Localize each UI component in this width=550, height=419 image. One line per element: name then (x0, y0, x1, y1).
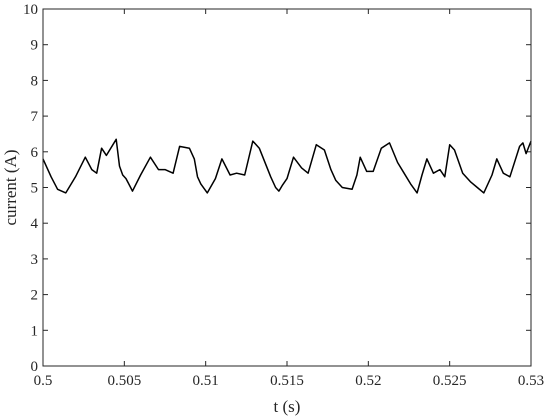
plot-background (43, 9, 531, 366)
y-axis-title: current (A) (1, 150, 20, 226)
y-tick-label: 4 (31, 216, 39, 232)
y-tick-label: 5 (31, 181, 39, 197)
y-tick-label: 6 (31, 145, 39, 161)
x-tick-label: 0.505 (107, 373, 141, 389)
y-tick-label: 2 (31, 288, 39, 304)
x-tick-label: 0.5 (34, 373, 53, 389)
x-tick-label: 0.515 (270, 373, 304, 389)
current-series-line (42, 138, 532, 194)
y-tick-label: 1 (31, 323, 39, 339)
y-tick-label: 9 (31, 38, 39, 54)
x-tick-label: 0.525 (433, 373, 467, 389)
y-axis-ticks: 0 1 2 3 4 5 6 7 8 9 10 (23, 2, 531, 375)
y-tick-label: 0 (31, 359, 39, 375)
x-tick-label: 0.53 (518, 373, 544, 389)
plot-frame (42, 8, 532, 367)
y-tick-label: 3 (31, 252, 39, 268)
y-tick-label: 8 (31, 73, 39, 89)
y-tick-label: 7 (31, 109, 39, 125)
x-axis-title: t (s) (274, 397, 301, 416)
x-tick-label: 0.51 (193, 373, 219, 389)
y-tick-label: 10 (23, 2, 38, 18)
x-tick-label: 0.52 (355, 373, 381, 389)
